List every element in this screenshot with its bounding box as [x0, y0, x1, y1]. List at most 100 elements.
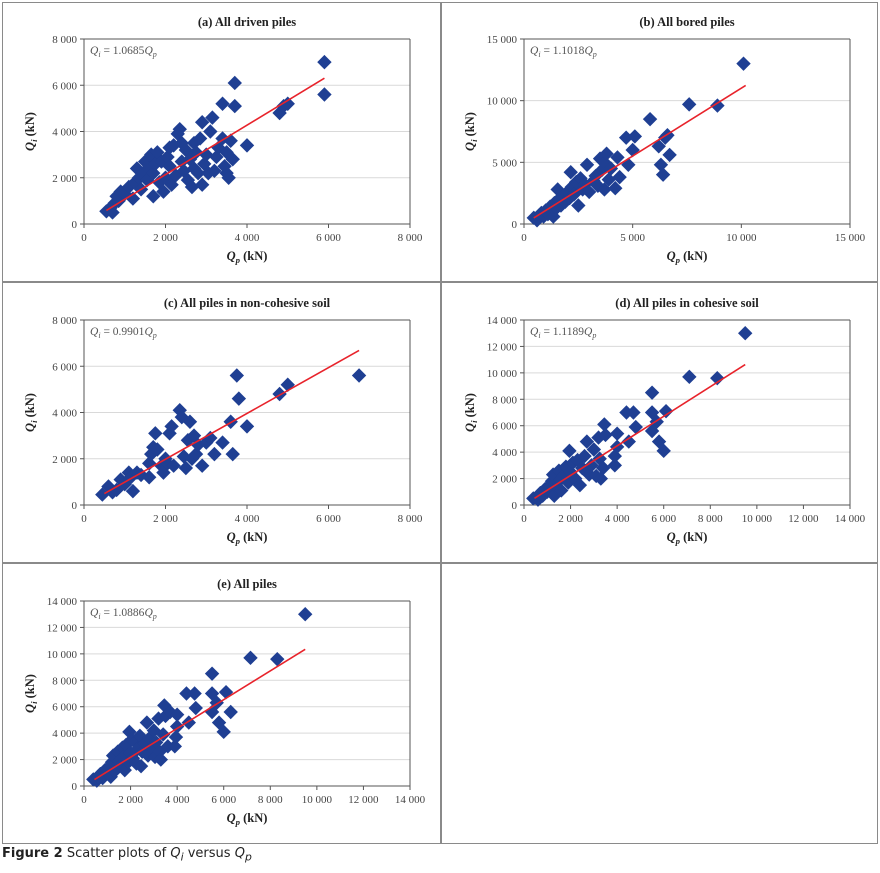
- x-tick-label: 14 000: [835, 513, 866, 525]
- data-point: [626, 405, 641, 420]
- data-point: [298, 607, 313, 622]
- data-point: [129, 756, 144, 771]
- y-tick-label: 8 000: [52, 315, 77, 327]
- y-tick-label: 10 000: [47, 649, 78, 661]
- x-tick-label: 6 000: [316, 513, 341, 525]
- data-point: [563, 165, 578, 180]
- panel-frame-a: [2, 2, 442, 283]
- y-tick-label: 0: [72, 781, 78, 793]
- data-point: [625, 142, 640, 158]
- data-point: [166, 458, 181, 473]
- data-point: [561, 475, 576, 490]
- chart-d: (d) All piles in cohesive soil 0 2 000 4 00…: [463, 296, 866, 546]
- x-tick-label: 0: [81, 232, 87, 244]
- x-tick-label: 4 000: [235, 513, 260, 525]
- data-point: [188, 700, 203, 716]
- data-point: [225, 446, 240, 462]
- equation-annotation: Qi = 1.0886Qp: [90, 607, 157, 621]
- chart-b: (b) All bored piles 0 5 000 10 000 15 000 0 5 …: [463, 15, 866, 265]
- equation-annotation: Qi = 1.1018Qp: [530, 45, 597, 59]
- data-point: [597, 417, 612, 432]
- data-point: [351, 368, 367, 383]
- data-point: [270, 651, 285, 667]
- data-point: [217, 158, 232, 174]
- data-point: [190, 165, 206, 181]
- y-axis-label: Qi (kN): [463, 393, 479, 432]
- data-point: [133, 758, 149, 774]
- x-axis-label: Qp (kN): [667, 249, 708, 265]
- y-tick-label: 12 000: [47, 622, 78, 634]
- x-axis-label: Qp (kN): [227, 530, 268, 546]
- y-axis-label: Qi (kN): [463, 112, 479, 151]
- data-point: [223, 704, 238, 720]
- chart-title: (a) All driven piles: [198, 15, 296, 29]
- x-tick-label: 2 000: [153, 513, 178, 525]
- x-tick-label: 0: [81, 794, 87, 806]
- data-point: [738, 326, 753, 341]
- x-tick-label: 12 000: [788, 513, 819, 525]
- data-point: [593, 471, 609, 486]
- data-point: [586, 442, 602, 457]
- data-point: [167, 739, 183, 754]
- x-axis-label: Qp (kN): [227, 811, 268, 827]
- data-point: [176, 163, 192, 179]
- chart-c: (c) All piles in non-cohesive soil 0 2 000…: [23, 296, 423, 546]
- chart-a: (a) All driven piles 0 2 000 4 000 6 000 8 00…: [23, 15, 423, 265]
- data-point: [582, 467, 597, 482]
- data-point: [577, 177, 593, 192]
- data-point: [644, 385, 660, 400]
- data-point: [155, 727, 171, 742]
- data-point: [148, 156, 163, 172]
- data-point: [227, 75, 242, 91]
- x-tick-label: 2 000: [558, 513, 583, 525]
- data-point: [204, 666, 220, 681]
- data-point: [609, 426, 625, 441]
- data-point: [178, 142, 194, 158]
- fit-line: [103, 349, 360, 495]
- data-point: [194, 115, 210, 130]
- x-tick-label: 14 000: [395, 794, 426, 806]
- y-tick-label: 2 000: [52, 173, 77, 185]
- data-point: [148, 426, 163, 441]
- data-point: [150, 442, 165, 457]
- data-point: [137, 154, 153, 169]
- x-axis-label: Qp (kN): [227, 249, 268, 265]
- data-point: [545, 467, 561, 482]
- data-point: [194, 177, 210, 192]
- x-tick-label: 10 000: [302, 794, 333, 806]
- data-point: [109, 482, 124, 498]
- data-point: [662, 147, 677, 163]
- data-point: [164, 419, 179, 434]
- data-point: [166, 138, 181, 153]
- chart-e: (e) All piles 0 2 000 4 000 6 000 8 000 10 000…: [23, 577, 426, 827]
- x-tick-label: 6 000: [211, 794, 236, 806]
- data-point: [117, 762, 132, 778]
- y-tick-label: 0: [512, 219, 518, 231]
- data-point: [153, 752, 169, 767]
- x-tick-label: 0: [521, 513, 527, 525]
- data-point: [197, 156, 212, 172]
- data-point: [568, 174, 584, 190]
- data-point: [186, 135, 202, 151]
- x-tick-label: 8 000: [398, 232, 423, 244]
- data-point: [579, 434, 595, 449]
- data-point: [598, 427, 613, 443]
- data-point: [642, 111, 658, 127]
- data-point: [203, 430, 218, 446]
- data-point: [658, 403, 674, 419]
- caption-label: Figure 2: [2, 846, 63, 861]
- data-point: [156, 184, 171, 199]
- data-point: [160, 149, 175, 165]
- data-point: [218, 684, 234, 700]
- data-point: [590, 178, 606, 193]
- fit-line: [533, 84, 747, 219]
- data-point: [188, 145, 204, 160]
- equation-annotation: Qi = 1.0685Qp: [90, 45, 157, 59]
- data-point: [203, 124, 218, 139]
- equation-annotation: Qi = 0.9901Qp: [90, 326, 157, 340]
- data-point: [595, 460, 611, 476]
- y-tick-label: 10 000: [487, 368, 518, 380]
- data-point: [584, 458, 599, 473]
- data-point: [549, 480, 564, 496]
- data-point: [132, 728, 148, 743]
